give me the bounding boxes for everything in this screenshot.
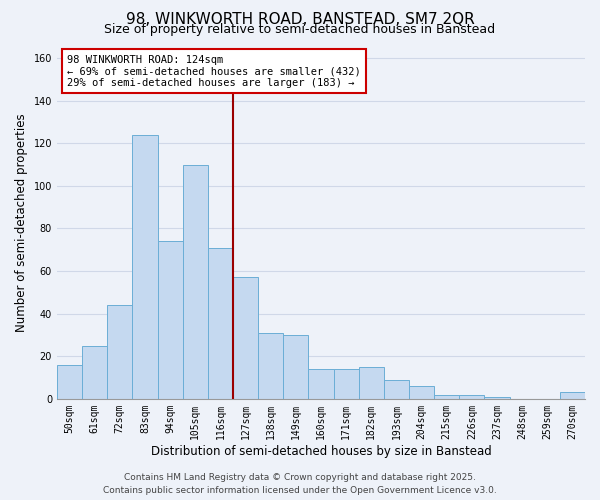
- Bar: [409, 386, 434, 399]
- Bar: [258, 333, 283, 399]
- Y-axis label: Number of semi-detached properties: Number of semi-detached properties: [15, 114, 28, 332]
- Bar: [484, 396, 509, 399]
- Bar: [308, 369, 334, 399]
- Text: 98 WINKWORTH ROAD: 124sqm
← 69% of semi-detached houses are smaller (432)
29% of: 98 WINKWORTH ROAD: 124sqm ← 69% of semi-…: [67, 54, 361, 88]
- Bar: [459, 394, 484, 399]
- X-axis label: Distribution of semi-detached houses by size in Banstead: Distribution of semi-detached houses by …: [151, 444, 491, 458]
- Bar: [57, 365, 82, 399]
- Bar: [334, 369, 359, 399]
- Bar: [158, 242, 182, 399]
- Text: Contains HM Land Registry data © Crown copyright and database right 2025.
Contai: Contains HM Land Registry data © Crown c…: [103, 474, 497, 495]
- Bar: [359, 367, 384, 399]
- Bar: [107, 305, 133, 399]
- Bar: [434, 394, 459, 399]
- Bar: [182, 164, 208, 399]
- Bar: [208, 248, 233, 399]
- Bar: [233, 278, 258, 399]
- Text: 98, WINKWORTH ROAD, BANSTEAD, SM7 2QR: 98, WINKWORTH ROAD, BANSTEAD, SM7 2QR: [125, 12, 475, 28]
- Bar: [82, 346, 107, 399]
- Text: Size of property relative to semi-detached houses in Banstead: Size of property relative to semi-detach…: [104, 22, 496, 36]
- Bar: [560, 392, 585, 399]
- Bar: [283, 335, 308, 399]
- Bar: [384, 380, 409, 399]
- Bar: [133, 135, 158, 399]
